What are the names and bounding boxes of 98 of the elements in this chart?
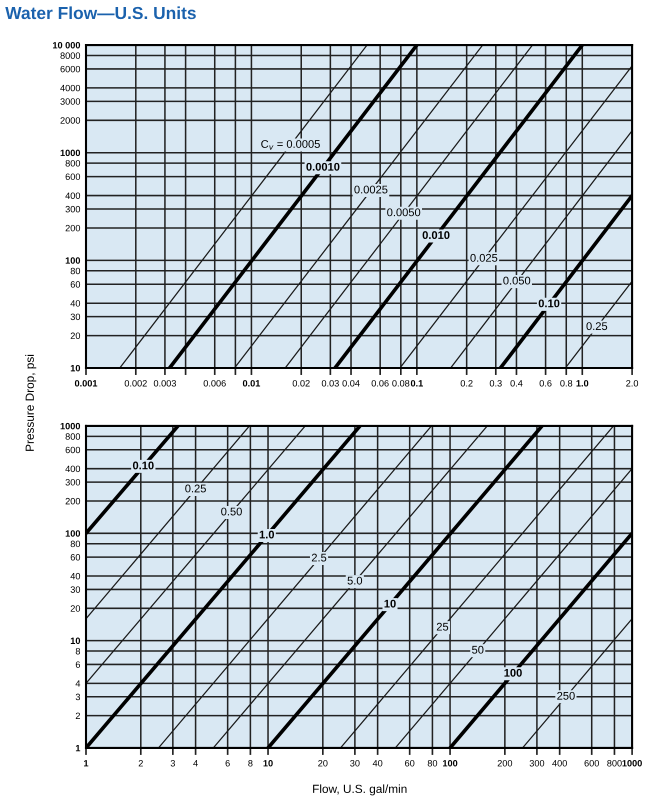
y-tick-label: 30 [70, 314, 80, 320]
y-tick-label: 200 [66, 498, 80, 504]
y-tick-label: 30 [70, 586, 80, 593]
x-tick-label: 20 [318, 760, 328, 767]
series-label: 0.050 [503, 276, 530, 285]
y-tick-label: 20 [70, 605, 80, 612]
series-label: 100 [504, 668, 522, 677]
x-tick-label: 0.08 [392, 380, 410, 387]
x-tick-label: 0.6 [540, 380, 552, 387]
series-label: 0.010 [422, 231, 450, 240]
x-tick-label: 0.002 [124, 380, 147, 387]
y-tick-label: 600 [66, 446, 80, 454]
y-tick-label: 200 [66, 224, 80, 232]
series-label: 50 [472, 646, 484, 654]
y-tick-label: 6 [76, 661, 80, 668]
x-tick-label: 1.0 [576, 380, 588, 387]
x-tick-label: 0.4 [510, 380, 523, 387]
x-tick-label: 8 [248, 760, 253, 767]
x-axis-title: Flow, U.S. gal/min [313, 784, 406, 796]
y-tick-label: 60 [70, 281, 80, 288]
y-tick-label: 10 [70, 364, 80, 372]
x-tick-label: 100 [442, 760, 458, 767]
y-tick-label: 40 [70, 300, 80, 307]
y-tick-label: 6000 [60, 66, 80, 72]
y-tick-label: 60 [70, 554, 80, 561]
series-label: 0.10 [132, 462, 154, 470]
x-tick-label: 30 [350, 760, 360, 767]
y-tick-label: 80 [70, 540, 80, 548]
x-tick-label: 300 [530, 760, 544, 767]
y-tick-label: 20 [70, 332, 80, 340]
series-label: 250 [557, 692, 575, 700]
x-tick-label: 0.01 [242, 380, 260, 387]
x-tick-label: 0.04 [342, 380, 360, 387]
x-tick-label: 6 [226, 760, 230, 767]
x-tick-label: 800 [607, 760, 622, 767]
x-tick-label: 0.02 [292, 380, 310, 387]
x-tick-label: 3 [170, 760, 175, 767]
x-tick-label: 0.1 [410, 380, 423, 387]
y-tick-label: 600 [66, 174, 80, 180]
series-label: 0.0050 [387, 208, 420, 216]
series-label: 0.10 [538, 299, 560, 308]
y-tick-label: 100 [66, 530, 80, 537]
series-label: 0.0010 [306, 162, 340, 171]
y-tick-label: 1000 [60, 422, 80, 430]
y-tick-label: 400 [65, 466, 80, 472]
x-tick-label: 2 [138, 760, 143, 766]
x-tick-label: 60 [405, 760, 414, 767]
y-tick-label: 80 [70, 268, 80, 274]
series-label: 10 [384, 600, 396, 608]
y-tick-label: 10 000 [52, 42, 80, 48]
x-tick-label: 40 [372, 760, 382, 767]
series-label: 2.5 [312, 554, 326, 562]
y-tick-label: 40 [70, 572, 80, 580]
x-tick-label: 0.003 [154, 380, 176, 387]
y-axis-title: Pressure Drop, psi [25, 354, 36, 451]
series-label: 0.25 [185, 484, 206, 492]
y-tick-label: 800 [66, 160, 80, 167]
series-label: C$_{v}$ = 0.0005 [261, 140, 320, 150]
x-tick-label: 80 [428, 760, 438, 767]
x-tick-label: 0.3 [490, 380, 502, 387]
y-tick-label: 1 [76, 744, 80, 752]
y-tick-label: 100 [66, 257, 80, 264]
chart-title: Water Flow—U.S. Units [5, 6, 196, 20]
x-tick-label: 10 [264, 760, 273, 767]
series-label: 0.025 [470, 254, 498, 262]
y-tick-label: 300 [66, 479, 80, 486]
series-label: 1.0 [260, 530, 274, 538]
series-label: 0.0025 [354, 186, 388, 194]
x-tick-label: 600 [584, 760, 599, 767]
x-tick-label: 1000 [622, 760, 642, 767]
series-label: 5.0 [348, 576, 362, 585]
x-tick-label: 0.06 [372, 380, 389, 387]
y-tick-label: 1000 [60, 150, 80, 156]
y-tick-label: 400 [65, 192, 80, 199]
y-tick-label: 2 [76, 712, 80, 719]
series-label: 0.50 [221, 508, 242, 516]
y-tick-label: 8000 [60, 52, 80, 59]
series-label: 0.25 [586, 322, 608, 330]
series-label: 25 [436, 622, 448, 631]
x-tick-label: 200 [498, 760, 512, 767]
x-tick-label: 1 [84, 760, 88, 766]
y-tick-label: 3 [76, 694, 80, 700]
y-tick-label: 4 [76, 680, 80, 687]
x-tick-label: 400 [552, 760, 567, 767]
y-tick-label: 10 [70, 638, 80, 644]
y-tick-label: 4000 [60, 84, 80, 92]
x-tick-label: 0.001 [74, 380, 98, 387]
x-tick-label: 0.8 [560, 380, 572, 387]
x-tick-label: 0.2 [460, 380, 473, 387]
y-tick-label: 3000 [60, 98, 80, 105]
y-tick-label: 8 [76, 648, 80, 654]
x-tick-label: 2.0 [626, 380, 638, 387]
y-tick-label: 800 [66, 433, 80, 440]
x-tick-label: 0.03 [322, 380, 339, 387]
y-tick-label: 2000 [60, 117, 80, 124]
x-tick-label: 4 [193, 760, 198, 766]
y-tick-label: 300 [66, 206, 80, 212]
x-tick-label: 0.006 [204, 380, 226, 387]
